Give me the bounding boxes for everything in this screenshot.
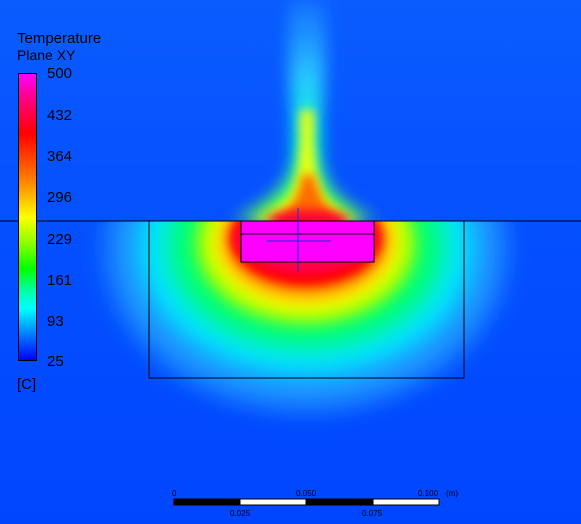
scale-unit: (m) bbox=[446, 489, 458, 498]
scale-label-050: 0.050 bbox=[296, 489, 317, 498]
axis-crosshair bbox=[267, 208, 331, 272]
colorbar bbox=[18, 73, 37, 361]
scale-label-0: 0 bbox=[172, 489, 177, 498]
colorbar-tick-label: 25 bbox=[47, 353, 64, 370]
legend-subtitle: Plane XY bbox=[17, 47, 76, 63]
scale-label-025: 0.025 bbox=[230, 509, 251, 518]
legend-unit: [C] bbox=[17, 376, 37, 393]
scale-label-075: 0.075 bbox=[362, 509, 383, 518]
domain-outline bbox=[0, 220, 581, 379]
colorbar-tick-label: 364 bbox=[47, 148, 73, 165]
colorbar-tick-label: 229 bbox=[47, 231, 73, 248]
colorbar-tick-label: 93 bbox=[47, 313, 64, 330]
colorbar-tick-label: 432 bbox=[47, 107, 73, 124]
colorbar-tick-label: 161 bbox=[47, 272, 73, 289]
colorbar-tick-label: 296 bbox=[47, 189, 73, 206]
legend-title: Temperature bbox=[17, 30, 102, 47]
scale-label-100: 0.100 bbox=[418, 489, 439, 498]
colorbar-tick-label: 500 bbox=[47, 65, 73, 82]
scale-bar bbox=[173, 498, 440, 506]
